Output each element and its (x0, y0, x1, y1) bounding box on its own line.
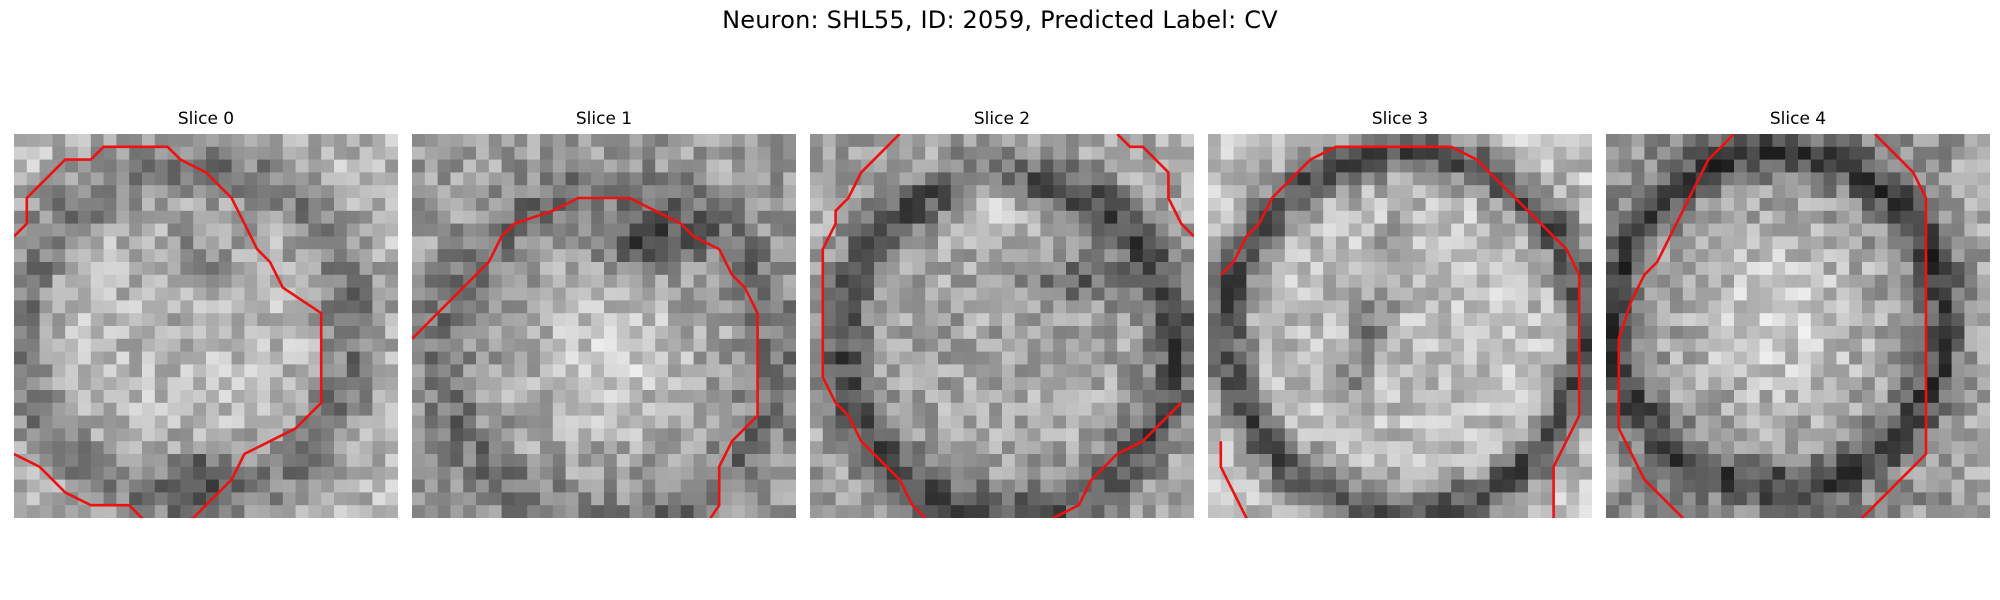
contour-line (1219, 145, 1581, 518)
slice-title: Slice 0 (177, 109, 235, 129)
contour-line (14, 145, 323, 518)
pixel-grid (412, 134, 796, 518)
slice-image (1606, 134, 1990, 518)
slice-panel-3: Slice 3 (1208, 108, 1592, 518)
slice-panel-4: Slice 4 (1606, 108, 1990, 518)
pixel-grid (14, 134, 398, 518)
slice-title: Slice 2 (973, 109, 1031, 129)
slice-image (14, 134, 398, 518)
slice-image (1208, 134, 1592, 518)
slice-panel-1: Slice 1 (412, 108, 796, 518)
slice-title: Slice 1 (575, 109, 633, 129)
slice-image (810, 134, 1194, 518)
contour-line (1630, 134, 1735, 301)
pixel-grid (1208, 134, 1592, 518)
figure-title: Neuron: SHL55, ID: 2059, Predicted Label… (722, 6, 1278, 34)
slice-panel-2: Slice 2 (810, 108, 1194, 518)
slice-image (412, 134, 796, 518)
contour-line (821, 134, 1183, 518)
slice-panel-0: Slice 0 (14, 108, 398, 518)
pixel-grid (1606, 134, 1990, 518)
contour-line (1116, 134, 1194, 238)
contour-line (412, 196, 759, 518)
pixel-grid (810, 134, 1194, 518)
slice-title: Slice 4 (1769, 109, 1827, 129)
slice-title: Slice 3 (1371, 109, 1429, 129)
contour-line (1617, 134, 1928, 518)
